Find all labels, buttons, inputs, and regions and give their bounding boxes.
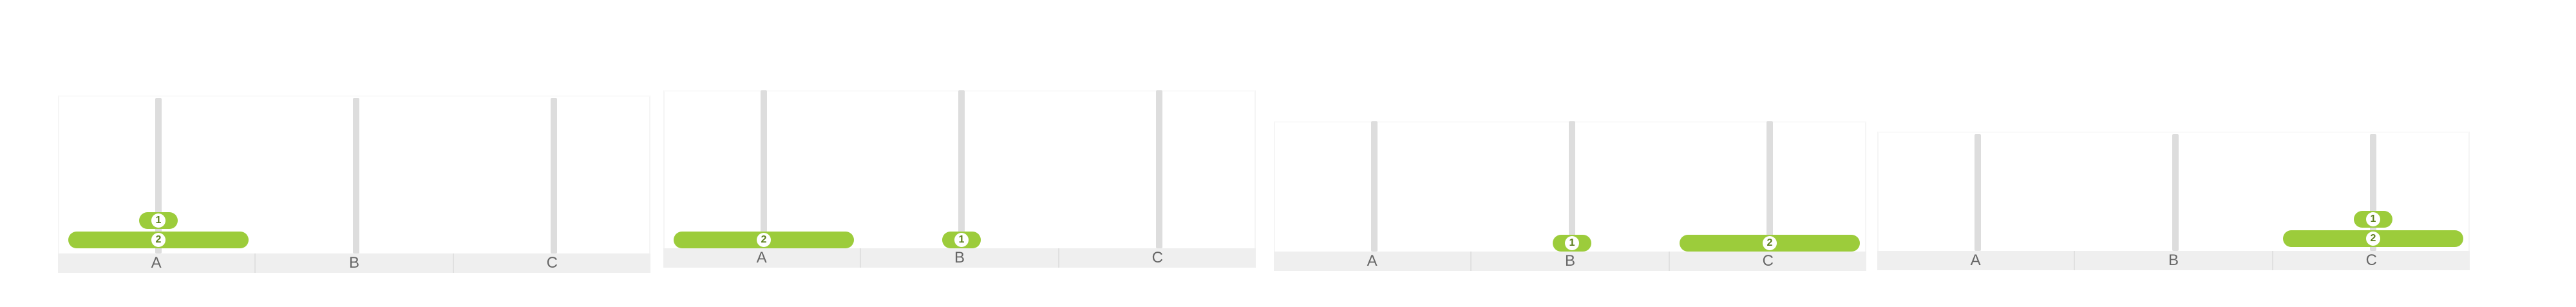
peg-label-c: C xyxy=(546,254,558,272)
disk-number: 1 xyxy=(151,213,166,228)
peg-c xyxy=(1766,121,1773,252)
peg-b xyxy=(1569,121,1575,252)
peg-label-a: A xyxy=(1274,252,1472,271)
disk-number: 2 xyxy=(757,233,771,247)
peg-base: A B C xyxy=(1274,252,1866,271)
disk-number: 1 xyxy=(1565,236,1579,250)
hanoi-state-1: 2 1 A B C xyxy=(58,95,650,273)
hanoi-state-2: 2 1 A B C xyxy=(663,90,1256,268)
peg-b xyxy=(2172,134,2179,251)
peg-a xyxy=(1975,134,1981,251)
disk-number: 1 xyxy=(954,233,969,247)
disk-1[interactable]: 1 xyxy=(1553,235,1591,252)
peg-c xyxy=(1156,90,1162,248)
disk-1[interactable]: 1 xyxy=(942,232,981,248)
disk-1[interactable]: 1 xyxy=(2354,211,2392,228)
hanoi-state-3: 1 2 A B C xyxy=(1274,121,1866,271)
peg-b xyxy=(353,98,359,253)
peg-label-b: B xyxy=(861,248,1059,268)
disk-2[interactable]: 2 xyxy=(68,232,249,248)
peg-label-c: C xyxy=(1762,252,1774,270)
disk-2[interactable]: 2 xyxy=(1680,235,1860,252)
peg-label-c: C xyxy=(1151,249,1163,266)
hanoi-state-4: 2 1 A B C xyxy=(1877,132,2470,270)
peg-base: A B C xyxy=(1877,251,2470,270)
disk-number: 2 xyxy=(1763,236,1777,250)
peg-label-b: B xyxy=(1472,252,1670,271)
peg-label-a: A xyxy=(1877,251,2076,270)
disk-number: 1 xyxy=(2366,212,2380,226)
disk-number: 2 xyxy=(2366,232,2380,246)
disk-2[interactable]: 2 xyxy=(2283,230,2463,247)
disk-1[interactable]: 1 xyxy=(139,212,178,229)
peg-base: A B C xyxy=(58,253,650,273)
peg-label-b: B xyxy=(2075,251,2273,270)
peg-a xyxy=(155,98,162,253)
peg-label-a: A xyxy=(663,248,862,268)
peg-label-c: C xyxy=(2365,252,2377,269)
peg-a xyxy=(1371,121,1378,252)
peg-a xyxy=(761,90,767,248)
peg-b xyxy=(958,90,965,248)
peg-label-b: B xyxy=(256,253,454,273)
peg-c xyxy=(551,98,557,253)
peg-base: A B C xyxy=(663,248,1256,268)
disk-2[interactable]: 2 xyxy=(674,232,854,248)
peg-label-a: A xyxy=(58,253,256,273)
peg-c xyxy=(2370,134,2376,251)
disk-number: 2 xyxy=(151,233,166,247)
